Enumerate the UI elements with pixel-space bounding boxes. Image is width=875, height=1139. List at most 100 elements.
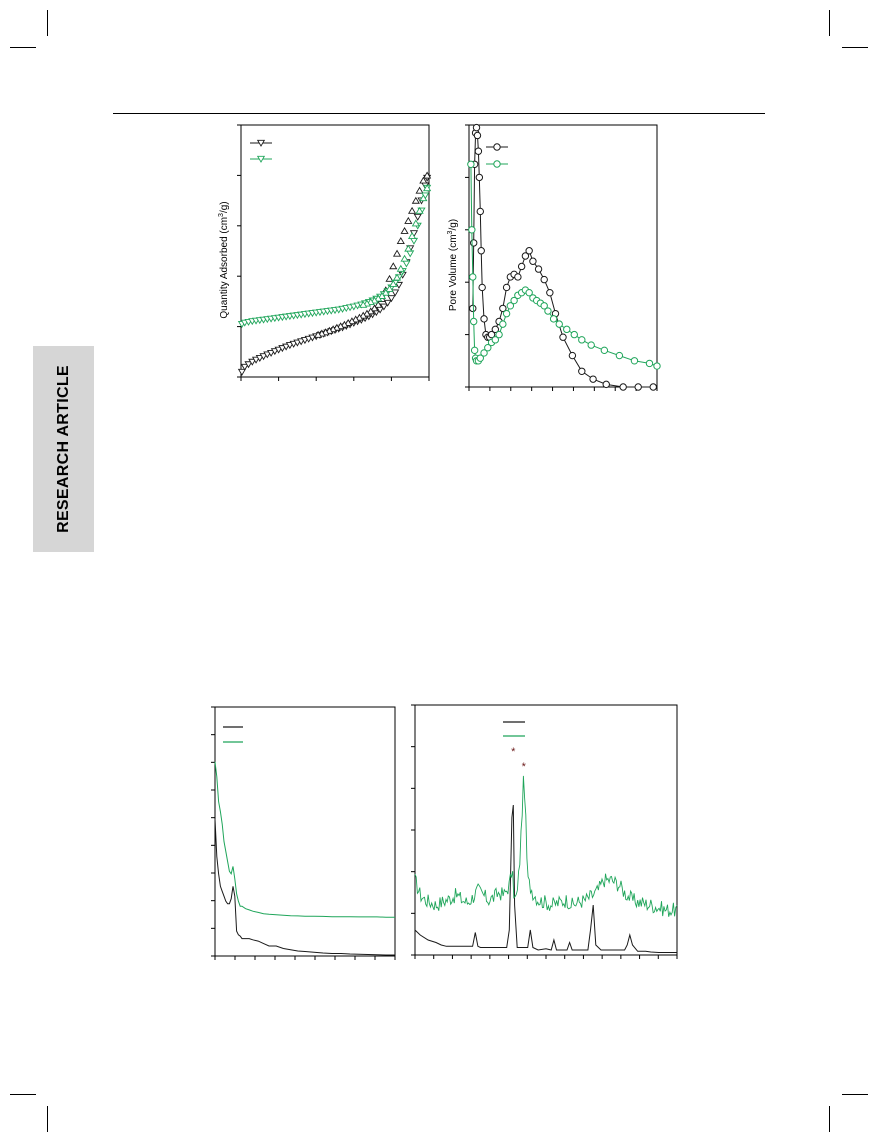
isotherm-point: [392, 249, 402, 257]
isotherm-point: [379, 303, 388, 311]
pore-point: [563, 325, 571, 334]
pore-point: [615, 351, 624, 360]
crop-mark-bottom-left-v: [47, 1106, 48, 1132]
isotherm-point: [377, 291, 387, 299]
pore-point: [630, 357, 639, 365]
isotherm-point: [237, 368, 247, 376]
isotherm-point: [392, 273, 402, 281]
crop-mark-top-left-v: [47, 10, 48, 36]
saxs-frame: [214, 706, 396, 957]
isotherm-point: [313, 330, 323, 338]
saxs-series-line: [214, 761, 395, 918]
isotherm-point: [278, 345, 287, 353]
pore-point: [559, 333, 567, 341]
pore-point: [546, 288, 554, 297]
crop-mark-top-right-v: [829, 10, 830, 36]
pore-point: [473, 131, 482, 140]
isotherm-point: [411, 219, 420, 227]
pore-point: [555, 320, 563, 328]
isotherm-point: [325, 326, 334, 334]
pore-point: [491, 336, 500, 344]
isotherm-point: [396, 264, 405, 272]
pore-point: [487, 330, 496, 339]
isotherm-point: [404, 216, 413, 224]
isotherm-point: [389, 262, 398, 270]
waxs-star-annotation: *: [511, 746, 516, 758]
pore-point: [502, 283, 511, 292]
pore-point: [589, 375, 597, 383]
isotherm-point: [385, 284, 394, 292]
isotherm-point: [389, 279, 398, 287]
pore-point: [634, 383, 642, 391]
isotherm-point: [359, 311, 368, 319]
isotherm-point: [402, 260, 411, 268]
isotherm-point: [381, 288, 390, 296]
isotherm-chart: Quantity Adsorbed (cm3/g): [218, 124, 432, 381]
pore-point: [568, 351, 577, 360]
isotherm-legend-marker: [256, 139, 266, 147]
isotherm-point: [366, 298, 375, 305]
pore-point: [570, 330, 578, 339]
isotherm-point: [407, 232, 417, 239]
pore-chart: Pore Volume (cm3/g): [447, 123, 661, 391]
isotherm-point: [374, 294, 383, 302]
isotherm-frame: [240, 124, 430, 378]
isotherm-point: [394, 281, 404, 289]
isotherm-point: [282, 343, 291, 351]
pore-point: [653, 362, 661, 370]
isotherm-point: [415, 206, 424, 214]
isotherm-point: [366, 307, 375, 315]
waxs-frame: [414, 704, 678, 956]
isotherm-point: [329, 325, 338, 333]
pore-point: [645, 359, 654, 368]
isotherm-point: [266, 349, 276, 357]
pore-legend-marker: [493, 160, 501, 168]
isotherm-point: [411, 196, 420, 204]
isotherm-point: [404, 244, 413, 252]
pore-point: [480, 349, 488, 357]
isotherm-point: [415, 186, 424, 194]
pore-point: [478, 283, 486, 292]
crop-mark-bottom-right-h: [842, 1094, 868, 1095]
pore-frame: [468, 124, 658, 388]
isotherm-point: [409, 237, 419, 245]
isotherm-point: [263, 351, 272, 359]
saxs-chart: [211, 706, 396, 960]
pore-point: [549, 315, 558, 323]
isotherm-point: [340, 320, 349, 328]
pore-point: [467, 160, 475, 168]
pore-point: [521, 252, 530, 260]
pore-point: [480, 315, 488, 323]
isotherm-point: [423, 171, 432, 179]
waxs-series-line-green: [414, 775, 678, 917]
side-tab: RESEARCH ARTICLE: [33, 346, 94, 552]
isotherm-point: [413, 213, 422, 221]
isotherm-point: [255, 355, 264, 362]
pore-point: [472, 123, 481, 132]
crop-mark-bottom-left-h: [10, 1094, 36, 1095]
pore-point: [578, 336, 586, 344]
pore-point: [499, 320, 507, 328]
pore-point: [476, 354, 484, 362]
pore-point: [525, 288, 533, 297]
waxs-chart: **: [411, 704, 678, 959]
isotherm-point: [407, 206, 417, 214]
isotherm-point: [419, 194, 428, 202]
side-tab-label: RESEARCH ARTICLE: [54, 365, 72, 533]
waxs-series-line-black: [414, 804, 677, 953]
pore-point: [544, 307, 552, 315]
isotherm-point: [400, 226, 409, 234]
isotherm-point: [400, 254, 409, 262]
pore-point: [469, 273, 477, 281]
pore-point: [468, 226, 476, 234]
isotherm-point: [336, 322, 345, 330]
pore-legend-marker: [493, 143, 501, 151]
pore-point: [517, 262, 526, 271]
isotherm-ylabel: Quantity Adsorbed (cm3/g): [218, 201, 230, 318]
pore-point: [529, 257, 537, 265]
pore-point: [469, 304, 477, 313]
isotherm-point: [370, 296, 379, 304]
pore-point: [587, 341, 595, 349]
pore-series-line: [472, 127, 654, 388]
isotherm-point: [351, 315, 360, 323]
